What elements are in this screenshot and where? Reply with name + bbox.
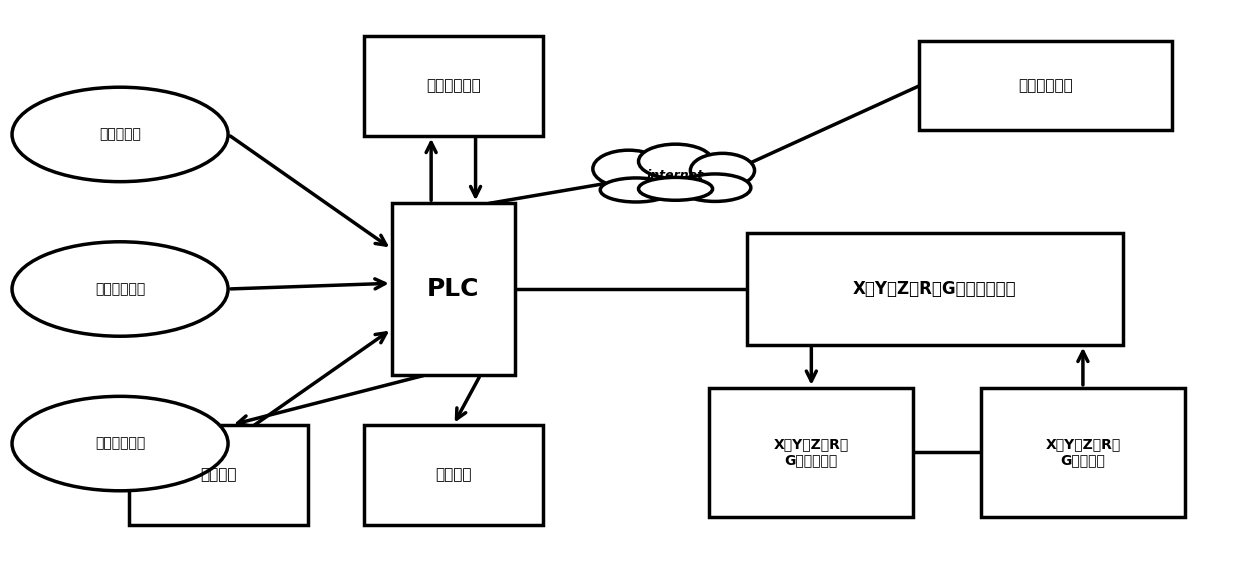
FancyBboxPatch shape	[129, 425, 309, 525]
FancyBboxPatch shape	[363, 425, 543, 525]
Ellipse shape	[691, 153, 755, 188]
Ellipse shape	[12, 87, 228, 181]
FancyBboxPatch shape	[981, 388, 1184, 517]
Text: internet: internet	[647, 169, 704, 182]
Ellipse shape	[593, 150, 665, 187]
FancyBboxPatch shape	[363, 36, 543, 136]
Text: PLC: PLC	[427, 277, 480, 301]
Text: 钉组磁性开关: 钉组磁性开关	[95, 282, 145, 296]
Text: X、Y、Z、R、
G轴编码器: X、Y、Z、R、 G轴编码器	[1045, 437, 1121, 467]
Text: 远程控制中心: 远程控制中心	[1018, 78, 1074, 93]
Ellipse shape	[12, 397, 228, 491]
Text: X、Y、Z、R、G轴伺服控制器: X、Y、Z、R、G轴伺服控制器	[853, 280, 1017, 298]
Text: 人机控制面板: 人机控制面板	[427, 78, 481, 93]
Ellipse shape	[639, 144, 713, 179]
FancyBboxPatch shape	[919, 42, 1172, 130]
FancyBboxPatch shape	[392, 203, 515, 375]
FancyBboxPatch shape	[709, 388, 913, 517]
Ellipse shape	[600, 178, 672, 202]
Text: 钉组气缸: 钉组气缸	[201, 468, 237, 483]
Ellipse shape	[12, 242, 228, 336]
FancyBboxPatch shape	[746, 233, 1123, 345]
Text: 举举接近开关: 举举接近开关	[95, 436, 145, 451]
Text: 有限位开关: 有限位开关	[99, 127, 141, 142]
Ellipse shape	[680, 174, 751, 201]
Ellipse shape	[639, 177, 713, 200]
Text: X、Y、Z、R、
G轴伺服电机: X、Y、Z、R、 G轴伺服电机	[774, 437, 849, 467]
Text: 推善电机: 推善电机	[435, 468, 471, 483]
